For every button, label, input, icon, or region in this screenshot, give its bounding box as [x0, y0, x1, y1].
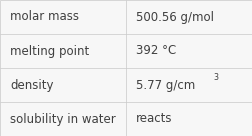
Text: 3: 3	[214, 73, 219, 82]
Text: molar mass: molar mass	[10, 10, 79, 24]
Text: solubility in water: solubility in water	[10, 112, 116, 126]
Text: reacts: reacts	[136, 112, 173, 126]
Text: density: density	[10, 78, 54, 92]
Text: 5.77 g/cm: 5.77 g/cm	[136, 78, 195, 92]
Text: melting point: melting point	[10, 44, 89, 58]
Text: 392 °C: 392 °C	[136, 44, 176, 58]
Text: 500.56 g/mol: 500.56 g/mol	[136, 10, 214, 24]
